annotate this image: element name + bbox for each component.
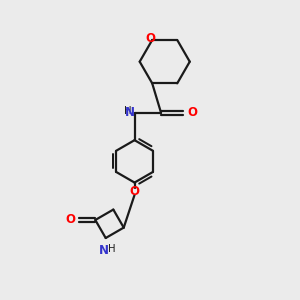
Text: H: H — [108, 244, 115, 254]
Text: O: O — [66, 214, 76, 226]
Text: O: O — [188, 106, 197, 119]
Text: N: N — [124, 106, 134, 119]
Text: O: O — [130, 185, 140, 198]
Text: N: N — [99, 244, 109, 257]
Text: O: O — [146, 32, 156, 45]
Text: H: H — [124, 106, 131, 116]
